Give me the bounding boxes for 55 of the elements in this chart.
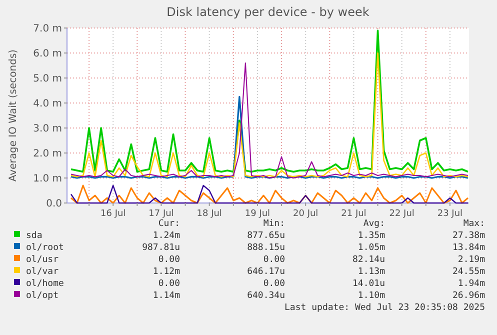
y-tick-label: 3.0 m — [33, 124, 62, 134]
y-tick-label: 0.0 — [46, 198, 62, 210]
text: Max: — [463, 219, 485, 229]
y-tick-label: 5.0 m — [33, 74, 62, 84]
x-tick-label: 17 Jul — [148, 209, 174, 219]
legend-label: sda — [26, 231, 42, 241]
text: 26.96m — [452, 291, 485, 301]
text: 1.13m — [358, 267, 385, 277]
legend-label: ol/root — [26, 243, 64, 253]
text: 1.24m — [152, 231, 180, 241]
text: 1.10m — [358, 291, 385, 301]
text: Last update: Wed Jul 23 20:35:08 2025 — [284, 303, 485, 313]
text: 987.81u — [142, 243, 180, 253]
text: 0.00 — [263, 279, 285, 289]
text: 1.05m — [358, 243, 385, 253]
y-tick-label: 1.0 m — [33, 174, 62, 184]
x-tick-label: 19 Jul — [244, 209, 270, 219]
text: 82.14u — [352, 255, 385, 265]
text: 13.84m — [452, 243, 485, 253]
text: Cur: — [158, 219, 180, 229]
text: 0.00 — [158, 279, 180, 289]
text: 1.94m — [458, 279, 485, 289]
x-tick-label: 23 Jul — [437, 209, 463, 219]
legend-label: ol/home — [26, 279, 64, 289]
text: 24.55m — [452, 267, 485, 277]
legend-label: ol/usr — [26, 255, 60, 265]
text: 0.00 — [158, 255, 180, 265]
text: Avg: — [363, 219, 385, 229]
text: 640.34u — [247, 291, 285, 301]
x-tick-label: 18 Jul — [196, 209, 222, 219]
y-tick-label: 2.0 m — [33, 148, 62, 160]
text: 2.19m — [458, 255, 485, 265]
text: 1.35m — [358, 231, 385, 241]
legend-label: ol/opt — [26, 291, 59, 301]
text: 646.17u — [247, 267, 285, 277]
chart-title: Disk latency per device - by week — [166, 5, 370, 19]
text: Min: — [263, 219, 285, 229]
x-tick-label: 16 Jul — [100, 209, 126, 219]
x-tick-label: 22 Jul — [389, 209, 414, 219]
y-tick-label: 4.0 m — [33, 98, 62, 110]
y-axis-title: Average IO Wait (seconds) — [8, 49, 19, 182]
text: 888.15u — [247, 243, 285, 253]
x-tick-label: 20 Jul — [293, 209, 318, 219]
text: 14.01u — [352, 279, 385, 289]
x-tick-label: 21 Jul — [341, 209, 366, 219]
legend-label: ol/var — [26, 267, 60, 277]
text: 1.14m — [152, 291, 180, 301]
line-series — [70, 184, 469, 204]
text: 877.65u — [247, 231, 285, 241]
line-series — [70, 30, 469, 173]
y-tick-label: 6.0 m — [33, 48, 62, 60]
text: 27.38m — [452, 231, 485, 241]
text: 1.12m — [152, 267, 180, 277]
y-tick-label: 7.0 m — [33, 24, 62, 34]
text: 0.00 — [263, 255, 285, 265]
